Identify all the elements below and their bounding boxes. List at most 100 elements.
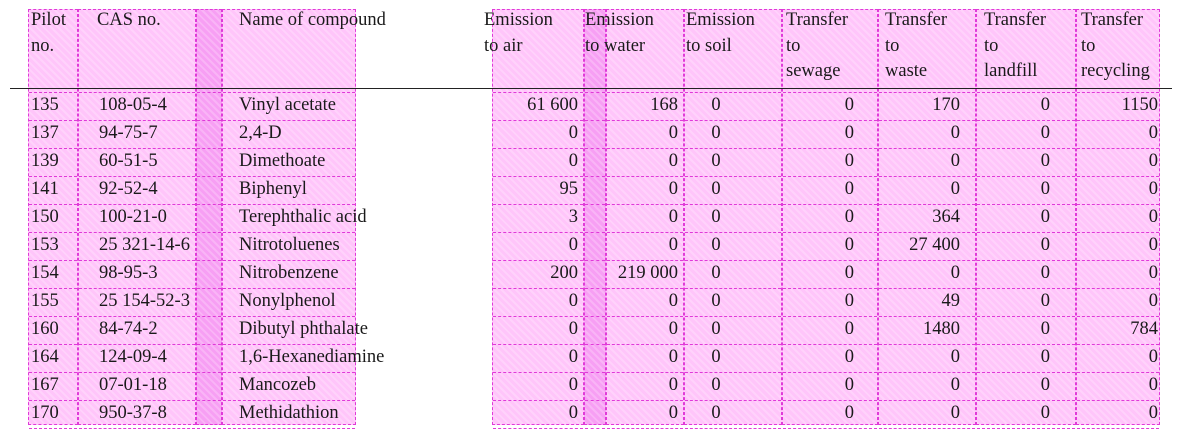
compound-name-cell: Dimethoate [239,151,326,171]
emission-air-cell: 0 [568,151,578,171]
header-line: to water [585,35,646,56]
emission-soil-cell: 0 [711,375,721,395]
row-separator [1077,204,1159,205]
pilot-cell: 153 [31,235,59,255]
transfer-waste-cell: 0 [950,375,960,395]
pilot-cell: 139 [31,151,59,171]
header-line: Transfer [786,10,849,30]
row-separator [29,148,77,149]
header-name: Name of compound [239,8,386,34]
row-separator [223,316,355,317]
header-line: no. [31,35,55,56]
row-separator [1077,288,1159,289]
emission-soil-cell: 0 [711,95,721,115]
compound-name-cell: Nonylphenol [239,291,336,311]
emission-soil-cell: 0 [711,179,721,199]
row-separator [607,120,683,121]
row-separator [223,428,355,429]
row-separator [585,372,605,373]
row-separator [197,344,221,345]
row-separator [1077,148,1159,149]
row-separator [1077,260,1159,261]
row-separator [493,92,583,93]
emission-water-cell: 0 [668,347,678,367]
cas-cell: 07-01-18 [99,375,167,395]
emission-water-cell: 0 [668,123,678,143]
column-band-transfer-waste [878,9,976,429]
row-separator [1077,372,1159,373]
transfer-waste-cell: 0 [950,403,960,423]
row-separator [685,344,781,345]
transfer-sewage-cell: 0 [844,347,854,367]
row-separator [1077,176,1159,177]
row-separator [783,372,877,373]
emission-soil-cell: 0 [711,235,721,255]
row-separator [1077,344,1159,345]
transfer-landfill-cell: 0 [1040,179,1050,199]
emission-air-cell: 0 [568,235,578,255]
transfer-waste-cell: 170 [932,95,960,115]
row-separator [197,428,221,429]
row-separator [223,400,355,401]
pilot-cell: 167 [31,375,59,395]
column-band-transfer-recycling [1076,9,1160,429]
header-emission-water: Emission to water [585,8,654,59]
emission-soil-cell: 0 [711,319,721,339]
row-separator [493,344,583,345]
row-separator [783,176,877,177]
transfer-landfill-cell: 0 [1040,403,1050,423]
row-separator [783,232,877,233]
header-line: to [885,35,900,56]
emission-air-cell: 200 [550,263,578,283]
emission-soil-cell: 0 [711,347,721,367]
row-separator [607,288,683,289]
row-separator [493,148,583,149]
row-separator [1077,120,1159,121]
row-separator [79,204,195,205]
row-separator [223,120,355,121]
transfer-sewage-cell: 0 [844,123,854,143]
row-separator [977,120,1075,121]
header-transfer-waste: Transfer to waste [885,8,947,85]
emission-soil-cell: 0 [711,263,721,283]
transfer-recycling-cell: 0 [1148,123,1158,143]
compound-name-cell: 2,4-D [239,123,282,143]
compound-name-cell: Nitrobenzene [239,263,339,283]
header-pilot: Pilot no. [31,8,66,59]
compound-name-cell: Vinyl acetate [239,95,336,115]
row-separator [977,176,1075,177]
row-separator [783,400,877,401]
pilot-cell: 170 [31,403,59,423]
row-separator [607,232,683,233]
row-separator [607,372,683,373]
row-separator [29,92,77,93]
header-line: CAS no. [97,10,161,30]
row-separator [29,204,77,205]
row-separator [685,316,781,317]
row-separator [29,232,77,233]
transfer-landfill-cell: 0 [1040,291,1050,311]
row-separator [685,372,781,373]
row-separator [29,400,77,401]
row-separator [29,260,77,261]
emission-water-cell: 0 [668,291,678,311]
header-line: Transfer [885,10,948,30]
header-line: Emission [686,10,755,30]
transfer-recycling-cell: 0 [1148,151,1158,171]
header-emission-air: Emission to air [484,8,553,59]
row-separator [977,92,1075,93]
row-separator [783,120,877,121]
header-line: recycling [1081,61,1150,81]
row-separator [783,260,877,261]
row-separator [977,148,1075,149]
transfer-landfill-cell: 0 [1040,263,1050,283]
row-separator [607,260,683,261]
cas-cell: 950-37-8 [99,403,167,423]
emission-air-cell: 61 600 [527,95,578,115]
emission-air-cell: 0 [568,403,578,423]
emission-air-cell: 3 [568,207,578,227]
header-line: sewage [786,61,841,81]
row-separator [607,400,683,401]
row-separator [1077,232,1159,233]
row-separator [977,344,1075,345]
